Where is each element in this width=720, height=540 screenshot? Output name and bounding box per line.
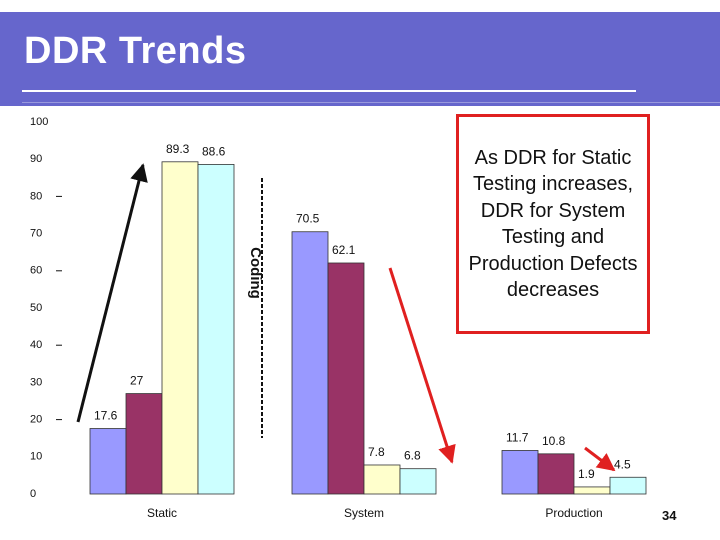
bar: [609, 476, 647, 495]
header-divider: [22, 102, 720, 103]
y-tick-label: 60: [30, 265, 42, 277]
bar-value-label: 6.8: [404, 449, 421, 463]
bar-value-label: 27: [130, 374, 144, 388]
system-decrease-arrow: [388, 267, 456, 464]
callout-box: As DDR for Static Testing increases, DDR…: [456, 114, 650, 334]
bar-value-label: 4.5: [614, 457, 631, 471]
coding-label: Coding: [247, 247, 264, 299]
bar: [197, 164, 235, 495]
bar: [161, 161, 199, 495]
callout-text: As DDR for Static Testing increases, DDR…: [468, 146, 638, 302]
bar-value-label: 11.7: [506, 430, 529, 444]
slide-number: 34: [662, 508, 677, 523]
y-tick-label: 20: [30, 414, 42, 426]
x-category-label: System: [344, 506, 384, 520]
bar: [363, 464, 401, 495]
y-tick-label: 0: [30, 488, 36, 500]
y-tick-label: 10: [30, 451, 42, 463]
x-category-label: Static: [147, 506, 177, 520]
bar-value-label: 17.6: [94, 409, 118, 423]
y-tick-label: 50: [30, 302, 42, 314]
x-category-label: Production: [545, 506, 602, 520]
bar-value-label: 89.3: [166, 142, 190, 156]
bar-labels: 17.6 27 89.3 88.6 70.5 62.1 7.8 6.8 11.7 10.8 1.9 4…: [94, 142, 631, 481]
bar: [291, 231, 329, 495]
bar: [501, 450, 539, 495]
bar: [573, 486, 611, 495]
bar-value-label: 62.1: [332, 243, 356, 257]
y-axis: 0 10 20 30 40 50 60 70 80 90 100: [30, 116, 62, 500]
slide-title: DDR Trends: [24, 30, 247, 72]
title-underline: [22, 90, 636, 92]
bar-value-label: 7.8: [368, 445, 385, 459]
bar-value-label: 1.9: [578, 467, 595, 481]
increase-arrow: [76, 163, 148, 423]
bars: [89, 161, 647, 495]
bar: [89, 428, 127, 495]
x-axis-labels: Static System Production: [147, 506, 603, 520]
bar-value-label: 88.6: [202, 144, 226, 158]
y-tick-label: 40: [30, 339, 42, 351]
y-tick-label: 70: [30, 228, 42, 240]
production-decrease-arrow: [584, 446, 616, 472]
y-tick-label: 80: [30, 190, 42, 202]
bar: [537, 453, 575, 495]
y-tick-label: 100: [30, 116, 48, 128]
y-tick-label: 90: [30, 153, 42, 165]
bar: [399, 468, 437, 495]
bar-value-label: 10.8: [542, 434, 566, 448]
bar: [125, 393, 163, 495]
bar: [327, 262, 365, 495]
y-tick-label: 30: [30, 376, 42, 388]
bar-value-label: 70.5: [296, 212, 320, 226]
